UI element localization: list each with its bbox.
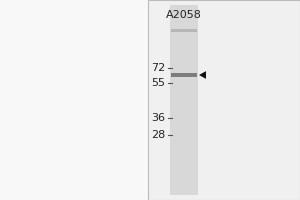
Text: A2058: A2058 (166, 10, 202, 20)
Bar (170, 5, 198, 195)
Polygon shape (199, 71, 206, 79)
Text: 28: 28 (151, 130, 165, 140)
Bar (171, 73, 197, 77)
Text: 36: 36 (151, 113, 165, 123)
Bar (148, 0, 300, 200)
Text: 55: 55 (151, 78, 165, 88)
Text: 72: 72 (151, 63, 165, 73)
Bar (171, 29, 197, 32)
